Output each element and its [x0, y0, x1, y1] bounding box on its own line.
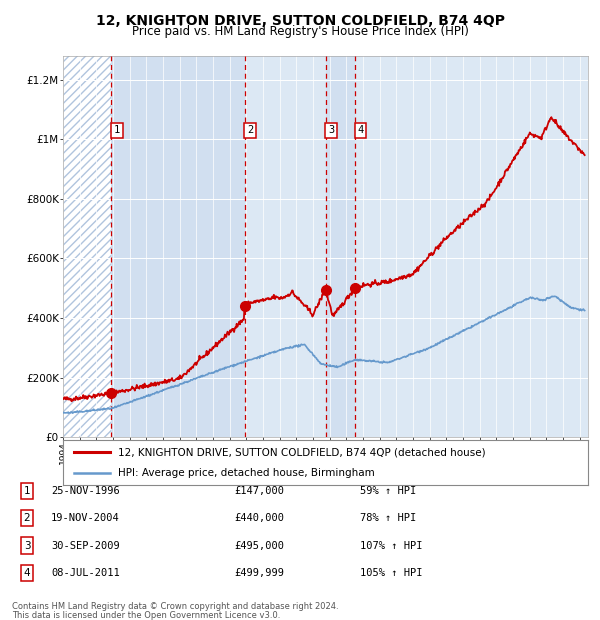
Text: 78% ↑ HPI: 78% ↑ HPI [360, 513, 416, 523]
Text: 12, KNIGHTON DRIVE, SUTTON COLDFIELD, B74 4QP (detached house): 12, KNIGHTON DRIVE, SUTTON COLDFIELD, B7… [118, 447, 486, 458]
Text: 107% ↑ HPI: 107% ↑ HPI [360, 541, 422, 551]
Text: Price paid vs. HM Land Registry's House Price Index (HPI): Price paid vs. HM Land Registry's House … [131, 25, 469, 38]
Text: £440,000: £440,000 [234, 513, 284, 523]
Text: £495,000: £495,000 [234, 541, 284, 551]
Text: 3: 3 [23, 541, 31, 551]
Bar [325, 56, 355, 437]
Text: 12, KNIGHTON DRIVE, SUTTON COLDFIELD, B74 4QP: 12, KNIGHTON DRIVE, SUTTON COLDFIELD, B7… [95, 14, 505, 28]
Text: 08-JUL-2011: 08-JUL-2011 [51, 568, 120, 578]
Text: 4: 4 [358, 125, 364, 135]
Text: 30-SEP-2009: 30-SEP-2009 [51, 541, 120, 551]
Text: 2: 2 [23, 513, 31, 523]
Text: £499,999: £499,999 [234, 568, 284, 578]
Bar [112, 56, 245, 437]
Text: 1: 1 [114, 125, 120, 135]
Bar [63, 56, 112, 437]
Text: 19-NOV-2004: 19-NOV-2004 [51, 513, 120, 523]
Text: £147,000: £147,000 [234, 486, 284, 496]
Text: 105% ↑ HPI: 105% ↑ HPI [360, 568, 422, 578]
Text: Contains HM Land Registry data © Crown copyright and database right 2024.: Contains HM Land Registry data © Crown c… [12, 602, 338, 611]
Text: 4: 4 [23, 568, 31, 578]
Text: 2: 2 [247, 125, 253, 135]
Text: 3: 3 [328, 125, 334, 135]
Text: HPI: Average price, detached house, Birmingham: HPI: Average price, detached house, Birm… [118, 467, 375, 478]
Text: 25-NOV-1996: 25-NOV-1996 [51, 486, 120, 496]
Text: This data is licensed under the Open Government Licence v3.0.: This data is licensed under the Open Gov… [12, 611, 280, 620]
Text: 59% ↑ HPI: 59% ↑ HPI [360, 486, 416, 496]
Text: 1: 1 [23, 486, 31, 496]
